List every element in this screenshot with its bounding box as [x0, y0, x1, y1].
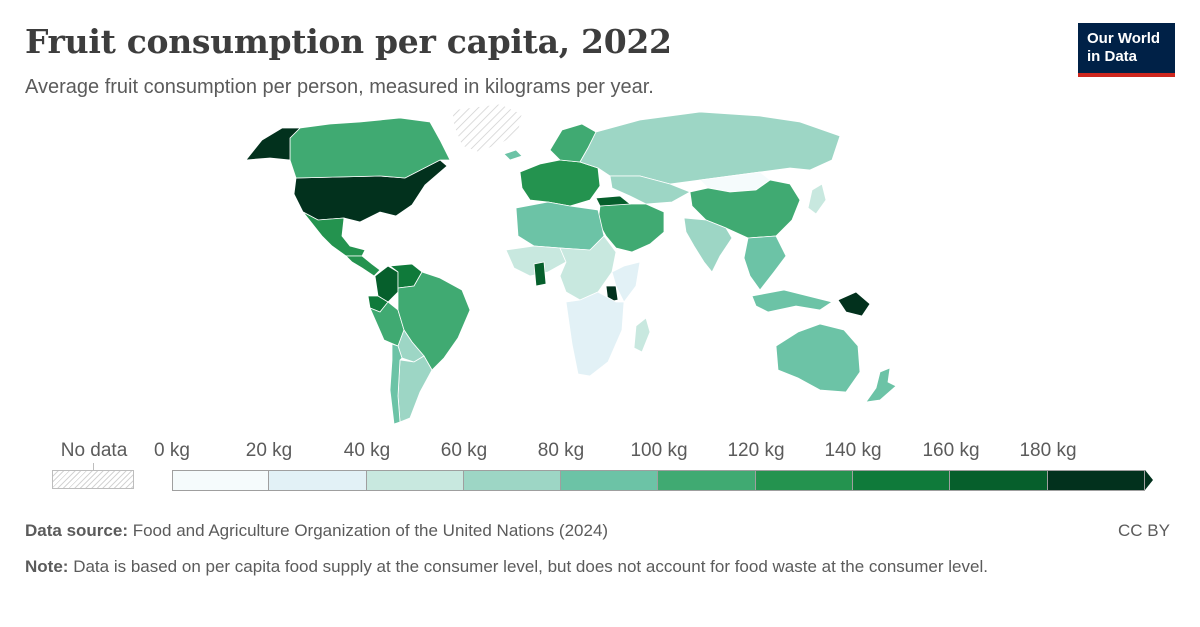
legend-open-end-arrow [1145, 470, 1153, 490]
region-central-america[interactable] [345, 255, 381, 277]
legend-color-scale [172, 470, 1145, 491]
legend-bin-80-100[interactable] [561, 470, 659, 491]
data-source-label: Data source: [25, 521, 128, 540]
legend-tick-140: 140 kg [824, 440, 882, 461]
legend-tick-180: 180 kg [1019, 440, 1077, 461]
data-source: Data source: Food and Agriculture Organi… [25, 521, 608, 541]
legend-no-data-swatch[interactable] [52, 470, 134, 489]
legend-tick-100: 100 kg [630, 440, 688, 461]
region-ghana[interactable] [533, 261, 547, 287]
legend-tick-20: 20 kg [245, 440, 293, 461]
chart-title: Fruit consumption per capita, 2022 [25, 22, 672, 61]
region-iceland[interactable] [503, 149, 523, 161]
legend-bin-140-160[interactable] [853, 470, 951, 491]
region-canada[interactable] [289, 117, 451, 179]
note-label: Note: [25, 557, 69, 576]
region-west-africa[interactable] [505, 245, 567, 277]
legend-tick-80: 80 kg [537, 440, 585, 461]
legend-no-data-label: No data [60, 440, 128, 461]
owid-logo[interactable]: Our World in Data [1078, 23, 1175, 77]
data-source-link[interactable]: Food and Agriculture Organization of the… [132, 521, 609, 540]
region-southern-africa[interactable] [565, 291, 625, 377]
legend-bin-180-plus[interactable] [1047, 470, 1145, 491]
region-japan[interactable] [807, 183, 827, 215]
legend-bin-20-40[interactable] [269, 470, 367, 491]
region-kazakhstan[interactable] [609, 175, 691, 205]
region-indonesia[interactable] [751, 289, 833, 313]
legend-tick-40: 40 kg [343, 440, 391, 461]
region-turkey[interactable] [595, 195, 632, 207]
region-russia[interactable] [579, 111, 841, 185]
legend-tick-160: 160 kg [922, 440, 980, 461]
region-australia[interactable] [775, 323, 861, 393]
region-new-zealand[interactable] [865, 367, 897, 403]
region-europe[interactable] [519, 159, 601, 207]
world-map [245, 103, 897, 425]
region-mexico[interactable] [302, 211, 366, 257]
region-argentina[interactable] [397, 355, 433, 423]
region-north-africa[interactable] [515, 201, 605, 251]
legend-bin-0-20[interactable] [172, 470, 270, 491]
region-papua-new-guinea[interactable] [837, 291, 871, 317]
region-east-africa[interactable] [611, 261, 641, 303]
legend-bin-40-60[interactable] [366, 470, 464, 491]
chart-subtitle: Average fruit consumption per person, me… [25, 76, 654, 98]
region-madagascar[interactable] [633, 317, 651, 353]
chart-note: Note: Data is based on per capita food s… [25, 555, 1165, 579]
region-chile[interactable] [389, 343, 403, 425]
legend-bin-60-80[interactable] [463, 470, 562, 491]
region-india[interactable] [683, 217, 733, 273]
note-text: Data is based on per capita food supply … [73, 557, 988, 576]
legend-tick-120: 120 kg [727, 440, 785, 461]
region-alaska[interactable] [245, 127, 301, 161]
legend-tick-0: 0 kg [154, 440, 190, 461]
region-greenland[interactable] [451, 103, 523, 153]
region-southeast-asia[interactable] [743, 235, 787, 291]
license-link[interactable]: CC BY [1118, 521, 1170, 540]
legend-no-data-tick [93, 463, 94, 470]
legend-bin-160-180[interactable] [950, 470, 1048, 491]
logo-line-1: Our World [1087, 30, 1161, 47]
legend-bin-100-120[interactable] [658, 470, 756, 491]
logo-line-2: in Data [1087, 48, 1138, 65]
legend-bin-120-140[interactable] [755, 470, 854, 491]
legend-tick-60: 60 kg [440, 440, 488, 461]
